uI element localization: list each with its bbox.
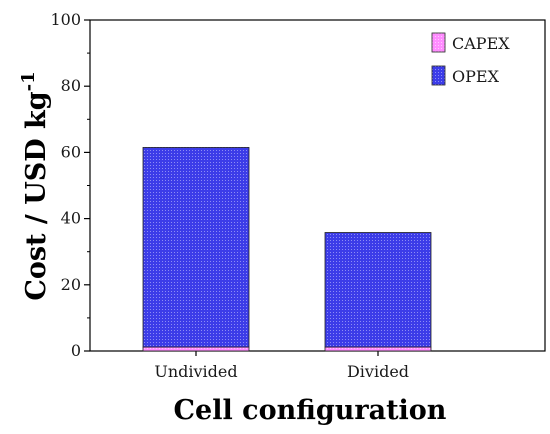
y-tick-label: 60 (61, 142, 81, 161)
y-axis-title: Cost / USD kg-1 (18, 71, 52, 300)
legend-label-opex: OPEX (452, 67, 500, 86)
legend-swatch-capex (431, 32, 446, 53)
y-tick-label: 40 (61, 209, 81, 228)
bar-opex-divided (324, 232, 432, 348)
legend-label-capex: CAPEX (452, 34, 510, 53)
y-axis-ticks: 0 20 40 60 80 100 (50, 10, 90, 360)
y-tick-label: 100 (50, 10, 81, 29)
bar-opex-undivided (142, 147, 250, 348)
y-axis-title-main: Cost / USD kg (21, 91, 52, 300)
x-tick-label: Divided (347, 362, 409, 381)
y-axis-title-superscript: -1 (18, 71, 39, 91)
y-tick-label: 80 (61, 76, 81, 95)
legend: CAPEX OPEX (431, 32, 510, 86)
legend-swatch-opex (431, 65, 446, 86)
x-tick-label: Undivided (154, 362, 237, 381)
bars (142, 147, 432, 352)
y-tick-label: 0 (71, 341, 81, 360)
bar-capex-undivided (142, 346, 250, 352)
x-axis-ticks: Undivided Divided (154, 351, 409, 381)
y-tick-label: 20 (61, 275, 81, 294)
x-axis-title: Cell configuration (174, 395, 447, 426)
bar-capex-divided (324, 346, 432, 352)
